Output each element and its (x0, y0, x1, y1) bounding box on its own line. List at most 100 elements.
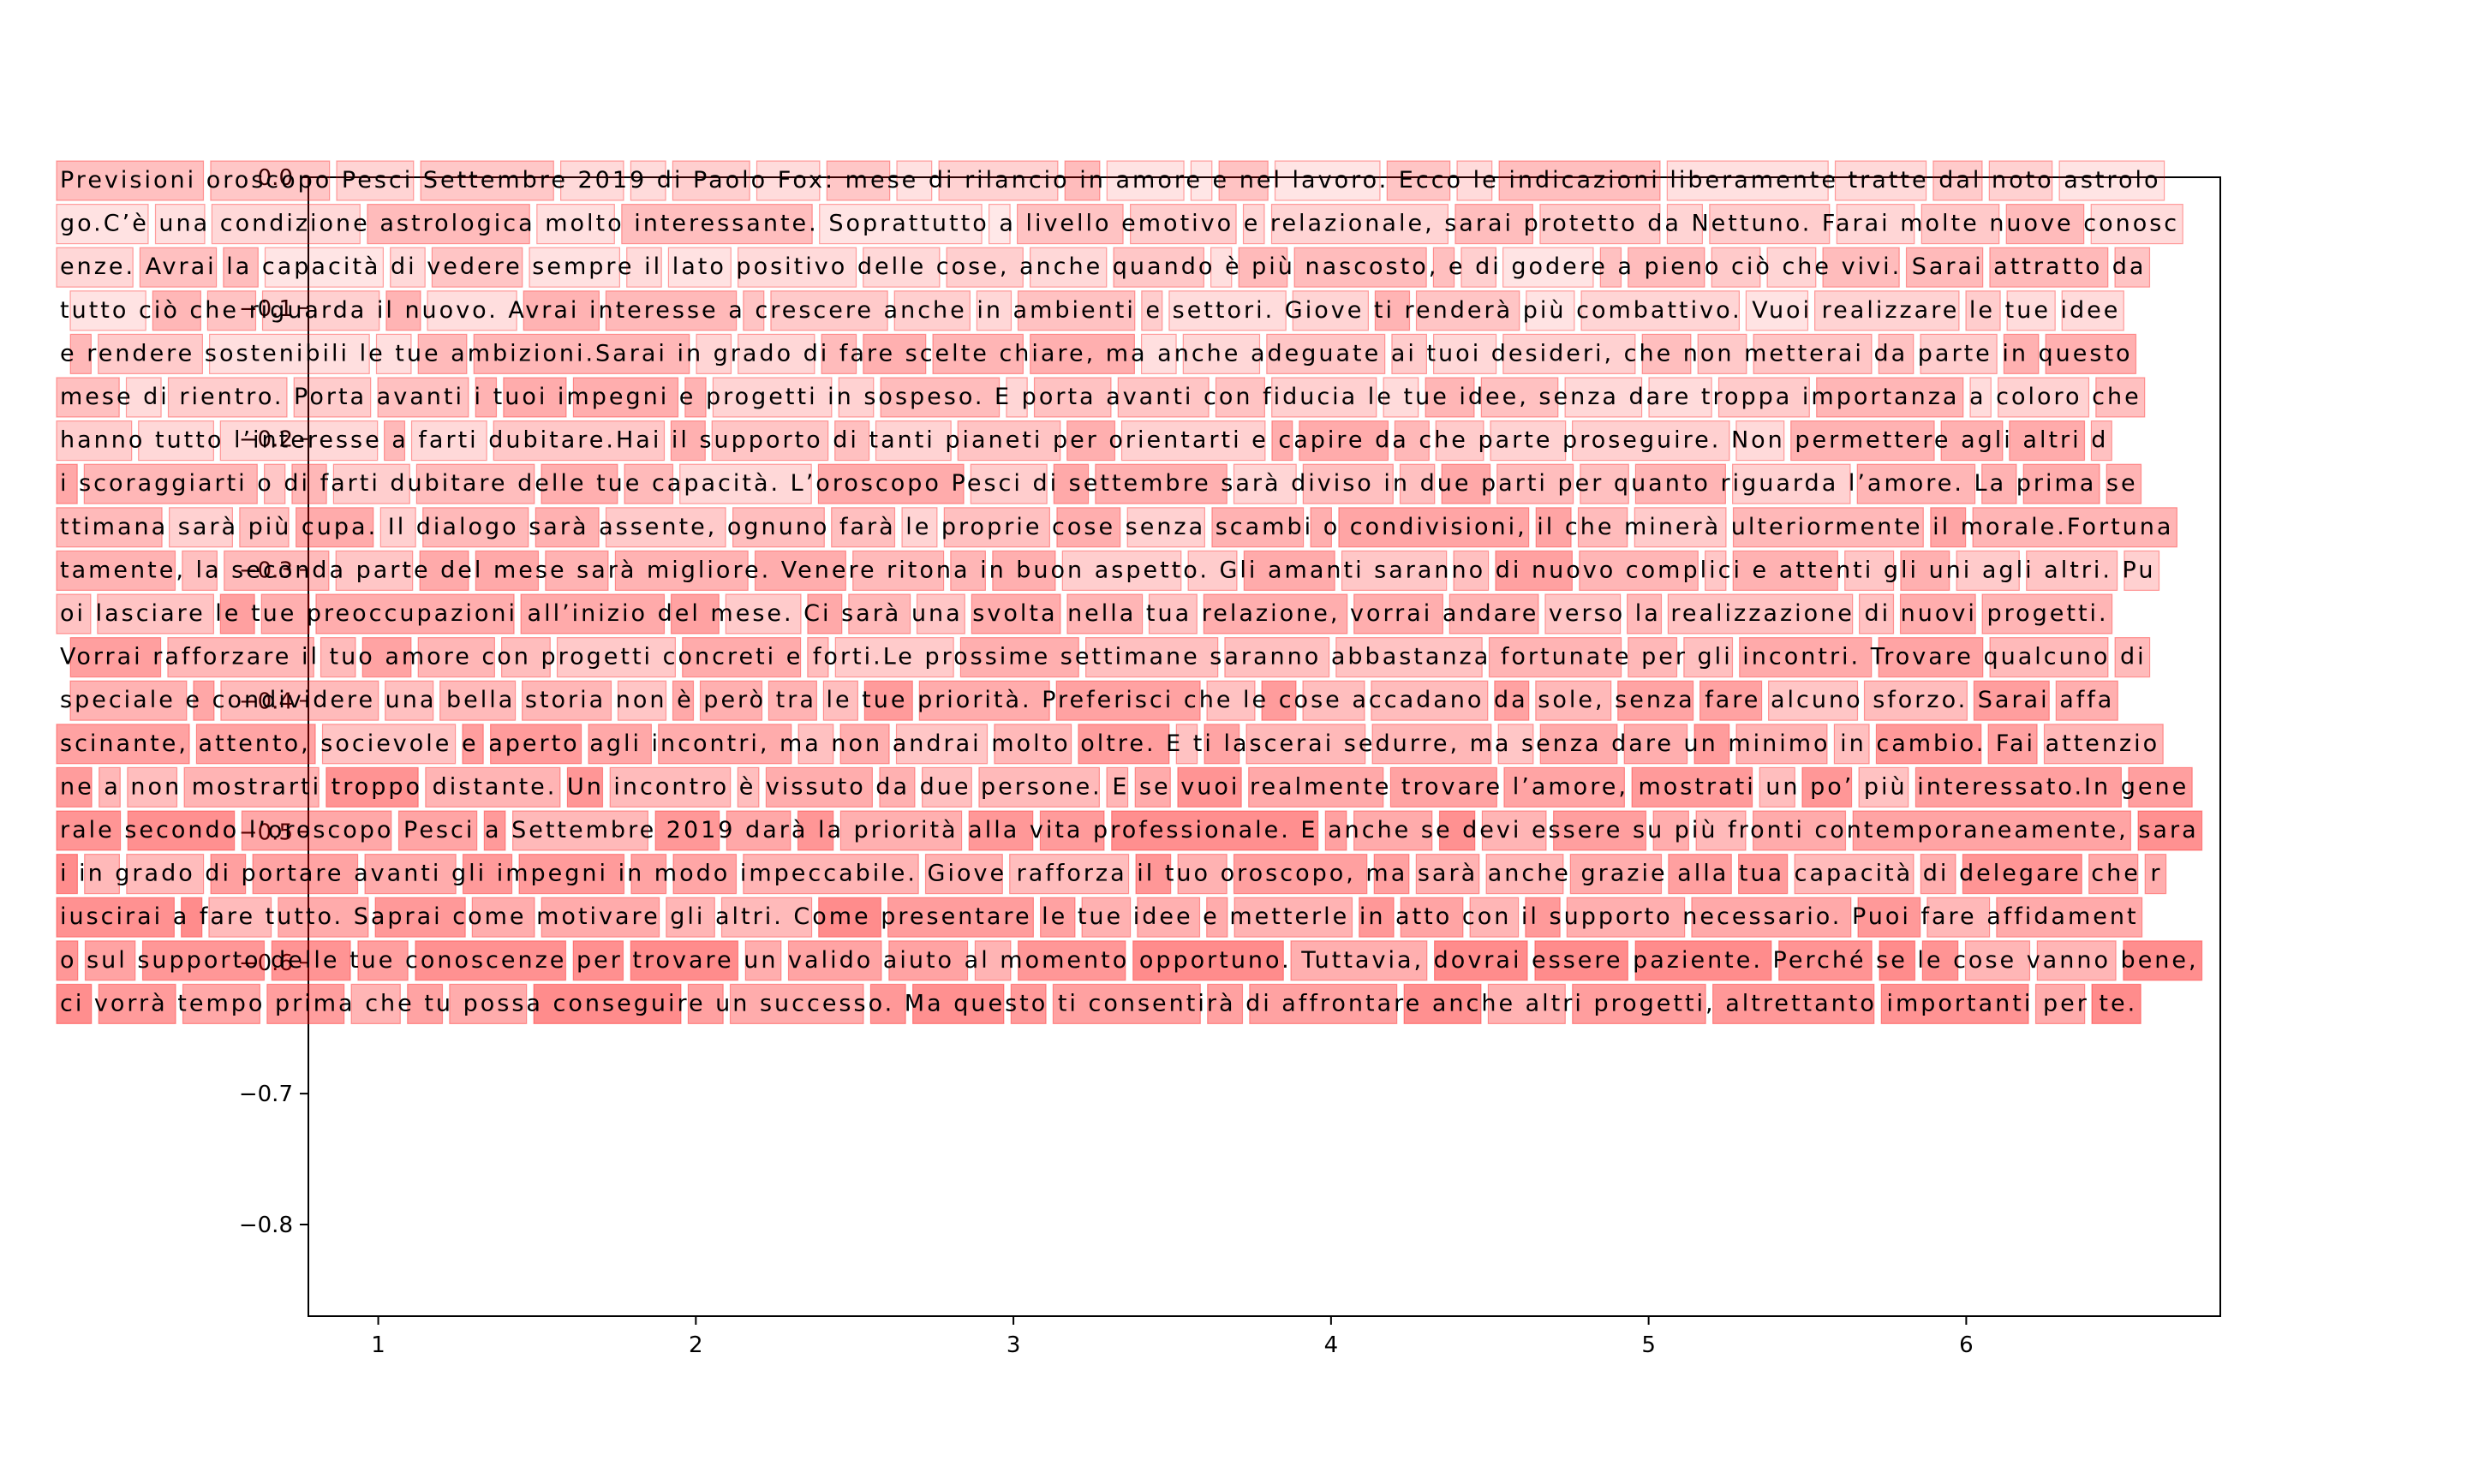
word-highlight-box (1539, 204, 1661, 245)
word-highlight-box (869, 983, 906, 1025)
word-highlight-box (765, 766, 874, 808)
word-highlight-box (332, 463, 410, 504)
word-highlight-box (621, 204, 813, 245)
word-highlight-box (818, 897, 882, 938)
word-highlight-box (152, 290, 202, 331)
word-highlight-box (69, 290, 146, 331)
word-highlight-box (321, 724, 457, 765)
word-highlight-box (1113, 247, 1205, 288)
word-highlight-box (1502, 333, 1636, 374)
word-highlight-box (1249, 983, 1398, 1025)
word-highlight-box (684, 377, 707, 418)
word-highlight-box (1496, 463, 1574, 504)
word-highlight-box (417, 636, 496, 678)
word-highlight-box (1790, 420, 1935, 462)
word-highlight-box (1571, 420, 1730, 462)
word-highlight-box (1453, 550, 1490, 592)
word-highlight-box (1485, 853, 1564, 895)
word-highlight-box (1666, 160, 1829, 201)
word-highlight-box (852, 550, 945, 592)
word-highlight-box (1739, 636, 1873, 678)
word-highlight-box (1177, 853, 1228, 895)
word-highlight-box (1494, 680, 1530, 721)
word-highlight-box (541, 463, 618, 504)
word-highlight-box (1973, 680, 2050, 721)
word-highlight-box (2088, 853, 2139, 895)
word-highlight-box (98, 983, 176, 1025)
word-highlight-box (1717, 377, 1810, 418)
word-highlight-box (720, 897, 813, 938)
word-highlight-box (1920, 853, 1956, 895)
word-highlight-box (210, 160, 331, 201)
word-highlight-box (1399, 463, 1436, 504)
word-highlight-box (1039, 810, 1105, 851)
text-line: scinante, attento, socievole e aperto ag… (60, 730, 2159, 757)
word-highlight-box (1190, 160, 1213, 201)
word-highlight-box (364, 853, 457, 895)
word-highlight-box (1455, 204, 1534, 245)
word-highlight-box (379, 507, 416, 548)
word-highlight-box (182, 983, 261, 1025)
word-highlight-box (219, 593, 255, 635)
word-highlight-box (1534, 940, 1629, 981)
word-highlight-box (754, 550, 847, 592)
word-highlight-box (56, 810, 122, 851)
word-highlight-box (1425, 377, 1475, 418)
text-line: o sul supporto delle tue conoscenze per … (60, 947, 2199, 974)
word-highlight-box (1218, 160, 1269, 201)
word-highlight-box (1290, 940, 1428, 981)
word-highlight-box (609, 766, 732, 808)
word-highlight-box (415, 940, 567, 981)
word-highlight-box (1580, 290, 1740, 331)
word-highlight-box (462, 724, 484, 765)
word-highlight-box (624, 463, 674, 504)
word-highlight-box (69, 680, 188, 721)
word-highlight-box (1009, 853, 1130, 895)
word-highlight-box (1875, 724, 1982, 765)
word-highlight-box (1233, 853, 1368, 895)
word-highlight-box (141, 940, 266, 981)
word-highlight-box (807, 636, 829, 678)
word-highlight-box (1182, 333, 1261, 374)
word-highlight-box (1242, 204, 1265, 245)
word-highlight-box (264, 247, 384, 288)
word-highlight-box (1920, 333, 1998, 374)
word-highlight-box (1371, 724, 1492, 765)
word-highlight-box (1735, 724, 1828, 765)
word-highlight-box (420, 160, 554, 201)
word-highlight-box (1203, 593, 1348, 635)
word-highlight-box (1695, 810, 1747, 851)
word-highlight-box (1859, 593, 1895, 635)
word-highlight-box (167, 636, 314, 678)
word-highlight-box (839, 810, 963, 851)
word-highlight-box (880, 377, 1001, 418)
word-highlight-box (682, 636, 802, 678)
word-highlight-box (529, 247, 621, 288)
text-line: ttimana sarà più cupa. Il dialogo sarà a… (60, 514, 2173, 540)
word-highlight-box (1030, 333, 1135, 374)
word-highlight-box (1353, 593, 1443, 635)
word-highlight-box (1863, 680, 1968, 721)
axes-layer: 1 2 3 4 5 6 0.0 −0.1 −0.2 −0.3 −0.4 −0.5 −0.6 −0.7 −0.… (239, 165, 2221, 1358)
word-highlight-box (1535, 680, 1612, 721)
word-highlight-box (1852, 810, 2131, 851)
word-highlight-box (1386, 160, 1451, 201)
word-highlight-box (737, 766, 760, 808)
word-highlight-box (1210, 247, 1233, 288)
word-highlight-box (1403, 983, 1482, 1025)
word-highlight-box (1666, 204, 1704, 245)
word-highlight-box (2055, 680, 2118, 721)
word-highlight-box (1880, 983, 2029, 1025)
word-highlight-box (1641, 333, 1692, 374)
word-highlight-box (493, 420, 666, 462)
word-highlight-box (1135, 853, 1172, 895)
word-highlight-box (1359, 897, 1395, 938)
word-highlight-box (1302, 463, 1394, 504)
word-highlight-box (2009, 420, 2086, 462)
word-highlight-box (1699, 680, 1763, 721)
word-highlight-box (626, 247, 662, 288)
y-tick-label: −0.3 (239, 558, 293, 584)
word-highlight-box (819, 204, 983, 245)
word-highlight-box (630, 160, 666, 201)
word-highlight-box (1668, 853, 1732, 895)
